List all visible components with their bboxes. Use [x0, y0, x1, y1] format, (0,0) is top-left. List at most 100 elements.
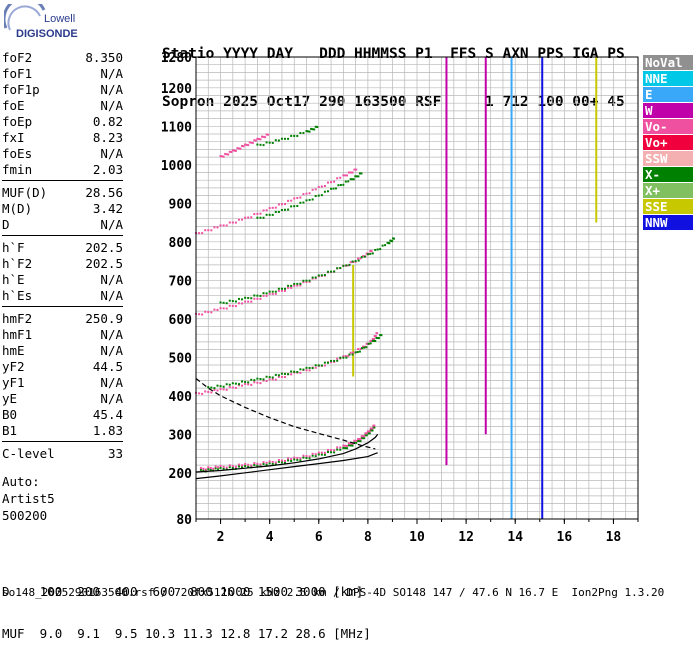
echo-point [358, 440, 361, 443]
vertical-streaks [352, 57, 598, 519]
echo-point [256, 297, 259, 300]
x-tick-label: 6 [315, 530, 323, 545]
echo-point [305, 369, 308, 372]
param-label: hmE [2, 343, 25, 358]
echo-point [251, 141, 254, 144]
echo-point [336, 359, 339, 362]
echo-point [363, 255, 366, 258]
echo-point [320, 194, 323, 197]
echo-point [202, 469, 205, 472]
echo-point [302, 132, 305, 135]
echo-point [199, 468, 202, 471]
param-value: 250.9 [85, 311, 123, 326]
param-value: 1.83 [92, 423, 123, 438]
x-tick-label: 16 [557, 530, 573, 545]
echo-point [219, 385, 222, 388]
echo-point [371, 339, 374, 342]
echo-point [375, 337, 378, 340]
echo-point [332, 187, 335, 190]
echo-point [247, 463, 250, 466]
echo-point [345, 264, 348, 267]
echo-point [353, 439, 356, 442]
echo-point [287, 137, 290, 140]
echo-point [256, 381, 259, 384]
echo-point [234, 221, 237, 224]
echo-point [213, 388, 216, 391]
echo-point [210, 311, 213, 314]
echo-point [256, 462, 259, 465]
echo-point [284, 376, 287, 379]
echo-point [253, 379, 256, 382]
x-tick-labels: 2 4 6 8 10 12 14 16 18 [195, 519, 639, 545]
echo-point [365, 346, 368, 349]
echo-point [351, 442, 354, 445]
echo-point [388, 242, 391, 245]
param-label: foF1 [2, 66, 33, 81]
echo-point [253, 297, 256, 300]
echo-point [268, 292, 271, 295]
echo-point [305, 281, 308, 284]
echo-point [371, 427, 374, 430]
echo-point [228, 304, 231, 307]
echo-point [293, 458, 296, 461]
echo-point [264, 136, 267, 139]
echo-point [277, 203, 280, 206]
echo-point [355, 439, 358, 442]
echo-point [236, 147, 239, 150]
echo-point [241, 464, 244, 467]
echo-point [241, 380, 244, 383]
echo-point [316, 126, 319, 129]
echo-point [347, 171, 350, 174]
x-tick-label: 14 [507, 530, 523, 545]
echo-point [207, 468, 210, 471]
echo-point [265, 379, 268, 382]
echo-point [222, 224, 225, 227]
echo-point [349, 178, 352, 181]
echo-point [247, 144, 250, 147]
echo-point [259, 297, 262, 300]
echo-point [213, 226, 216, 229]
echo-point [210, 391, 213, 394]
echo-point [330, 187, 333, 190]
param-row: hmF1 N/A [2, 327, 123, 343]
muf-unit: [MHz] [333, 626, 371, 641]
echo-point [207, 466, 210, 469]
echo-point [308, 192, 311, 195]
echo-point [314, 366, 317, 369]
echo-point [284, 289, 287, 292]
echo-point [271, 141, 274, 144]
echo-point [254, 139, 257, 142]
echo-point [352, 178, 355, 181]
echo-point [209, 468, 212, 471]
echo-point [299, 132, 302, 134]
param-label: B0 [2, 407, 18, 422]
echo-traces [195, 125, 395, 473]
echo-point [293, 282, 296, 285]
echo-point [311, 128, 314, 131]
param-row: hmE N/A [2, 343, 123, 359]
echo-point [360, 172, 363, 175]
echo-point [334, 187, 337, 190]
polarization-legend: NoVal NNE E W Vo- Vo+ SSW X- X+ SSE NNW [643, 55, 693, 231]
echo-point [265, 294, 268, 297]
echo-point [256, 212, 259, 215]
echo-point [330, 270, 333, 273]
echo-point [259, 382, 262, 385]
echo-point [271, 462, 274, 465]
echo-point [339, 446, 342, 449]
echo-point [336, 267, 339, 270]
echo-point [247, 300, 250, 303]
param-row: B0 45.4 [2, 407, 123, 423]
echo-point [347, 354, 350, 357]
x-tick-label: 2 [217, 530, 225, 545]
echo-point [357, 440, 360, 442]
echo-point [302, 193, 305, 196]
echo-point [305, 455, 308, 458]
echo-point [296, 282, 299, 285]
echo-point [227, 153, 230, 156]
param-value: N/A [100, 217, 123, 232]
echo-point [351, 260, 354, 263]
echo-point [228, 386, 231, 389]
param-row: foF1p N/A [2, 82, 123, 98]
echo-point [344, 447, 347, 450]
